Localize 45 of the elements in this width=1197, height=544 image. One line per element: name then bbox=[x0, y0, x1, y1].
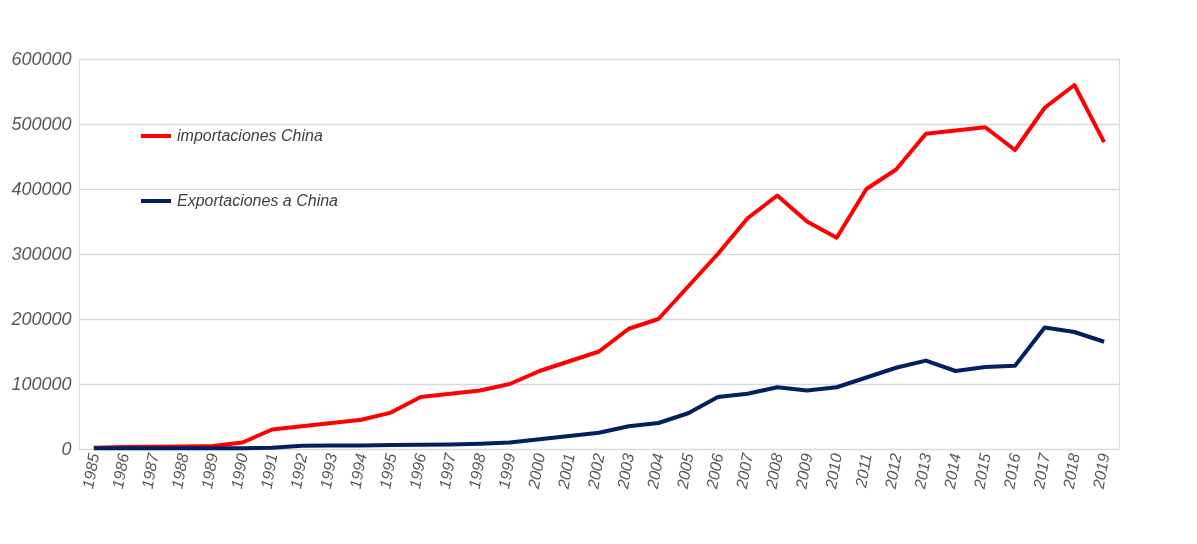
y-tick-label: 200000 bbox=[10, 308, 72, 329]
y-tick-label: 600000 bbox=[11, 48, 72, 69]
y-tick-label: 400000 bbox=[11, 178, 72, 199]
x-tick-label: 2013 bbox=[911, 451, 935, 491]
x-tick-label: 2007 bbox=[732, 450, 757, 491]
x-tick-label: 2009 bbox=[792, 451, 816, 491]
y-tick-label: 500000 bbox=[11, 113, 72, 134]
x-tick-label: 1987 bbox=[138, 450, 162, 490]
x-tick-label: 2015 bbox=[970, 451, 994, 491]
x-tick-label: 2000 bbox=[524, 451, 548, 491]
x-tick-label: 2016 bbox=[1000, 451, 1024, 491]
x-tick-label: 2001 bbox=[554, 451, 578, 491]
x-tick-label: 2017 bbox=[1030, 450, 1054, 491]
x-tick-label: 2018 bbox=[1059, 451, 1083, 491]
x-tick-label: 2004 bbox=[643, 451, 667, 491]
x-tick-label: 2006 bbox=[703, 451, 727, 491]
x-tick-label: 1986 bbox=[109, 451, 132, 490]
line-series bbox=[91, 325, 1107, 451]
x-tick-label: 1989 bbox=[198, 451, 222, 490]
x-tick-label: 1988 bbox=[168, 451, 192, 490]
y-tick-label: 300000 bbox=[11, 243, 72, 264]
x-tick-label: 2003 bbox=[614, 451, 638, 491]
x-tick-label: 2008 bbox=[762, 451, 786, 491]
x-tick-label: 2014 bbox=[940, 451, 964, 491]
x-tick-label: 1991 bbox=[257, 451, 281, 490]
x-tick-label: 1994 bbox=[346, 451, 370, 490]
x-tick-label: 1998 bbox=[465, 451, 489, 490]
x-tick-label: 1995 bbox=[376, 451, 400, 490]
x-tick-label: 2002 bbox=[584, 451, 608, 491]
x-tick-label: 1997 bbox=[435, 450, 459, 490]
x-tick-label: 2010 bbox=[822, 451, 846, 491]
y-tick-label: 100000 bbox=[11, 373, 72, 394]
x-tick-label: 1999 bbox=[495, 451, 519, 490]
legend-label: Exportaciones a China bbox=[177, 192, 339, 209]
x-tick-label: 2012 bbox=[881, 451, 905, 491]
x-tick-label: 1990 bbox=[227, 451, 251, 490]
x-tick-label: 2011 bbox=[851, 451, 875, 490]
x-tick-label: 2005 bbox=[673, 451, 697, 491]
x-tick-label: 1985 bbox=[79, 451, 103, 490]
y-tick-label: 0 bbox=[61, 438, 72, 459]
x-tick-label: 2019 bbox=[1089, 451, 1113, 491]
legend-label: importaciones China bbox=[177, 127, 323, 144]
x-tick-label: 1996 bbox=[406, 451, 430, 490]
x-tick-label: 1992 bbox=[287, 451, 311, 490]
x-tick-label: 1993 bbox=[317, 451, 340, 490]
